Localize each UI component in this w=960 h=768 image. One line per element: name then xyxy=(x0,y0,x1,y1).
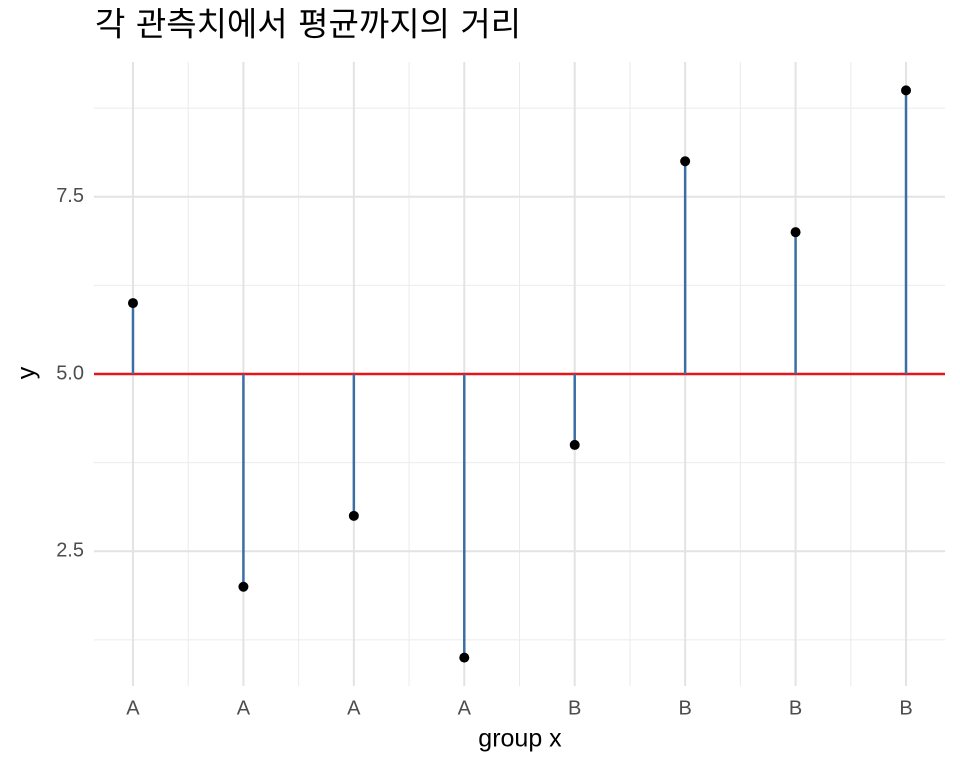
y-tick-label: 5.0 xyxy=(56,362,84,384)
x-tick-label: B xyxy=(568,697,581,719)
point xyxy=(238,581,249,592)
chart-title: 각 관측치에서 평균까지의 거리 xyxy=(95,5,521,44)
y-axis-title: y xyxy=(13,366,41,379)
x-tick-label: A xyxy=(126,697,140,719)
x-tick-label: B xyxy=(678,697,691,719)
x-axis-title: group x xyxy=(478,725,562,753)
point xyxy=(569,439,580,450)
point xyxy=(680,156,691,167)
y-tick-label: 7.5 xyxy=(56,185,84,207)
x-tick-label: A xyxy=(347,697,361,719)
point xyxy=(901,85,912,96)
x-tick-label: B xyxy=(789,697,802,719)
point xyxy=(790,227,801,238)
x-tick-label: B xyxy=(899,697,912,719)
point xyxy=(348,510,359,521)
point xyxy=(127,298,138,309)
x-tick-label: A xyxy=(237,697,251,719)
y-tick-label: 2.5 xyxy=(56,540,84,562)
x-tick-label: A xyxy=(458,697,472,719)
point xyxy=(459,652,470,663)
